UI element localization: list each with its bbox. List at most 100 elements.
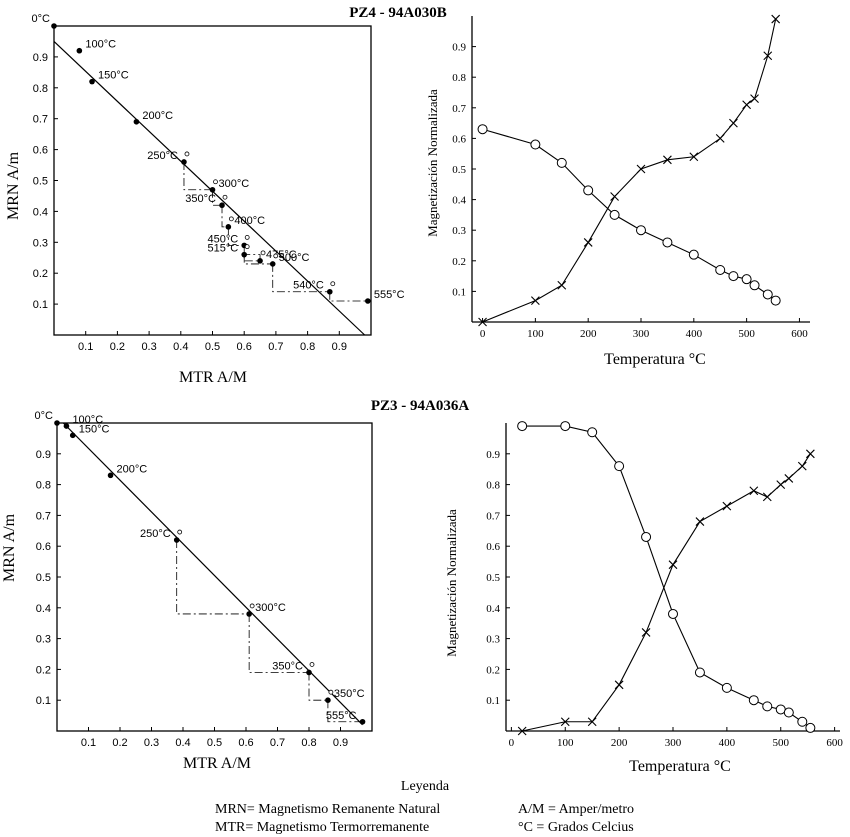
pz4-arai-check-line [329,291,368,302]
pz4-mag-cross-marker [530,296,540,305]
legend-mtr: MTR= Magnetismo Termorremanente [215,820,429,835]
pz4-arai-point-label: 500°C [279,252,310,264]
pz4-arai-point-label: 350°C [185,193,216,205]
pz3-mag-cross-marker [749,486,759,496]
pz3-mag-cross-marker [776,480,786,489]
pz3-arai-point [359,718,366,725]
pz4-title: PZ4 - 94A030B [349,5,447,21]
pz3-mag-xtick-label: 100 [557,737,574,749]
pz3-mag-cross-marker [614,680,624,690]
pz4-mag-cross-marker [729,118,738,128]
pz4-arai-point [51,23,57,29]
pz3-mag-circle-marker [517,421,528,432]
pz3-arai-ytick-label: 0.5 [36,572,51,584]
legend-title: Leyenda [401,779,450,794]
pz4-arai-check-line [272,263,330,293]
pz3-arai-point-label: 150°C [79,423,110,435]
pz4-arai-xtick-label: 0.8 [300,341,315,353]
pz3-arai-ytick-label: 0.9 [36,449,51,461]
pz4-arai-fit-line [53,41,366,336]
pz3-mag-xlabel: Temperatura °C [629,758,731,775]
pz3-mag-ytick-label: 0.9 [486,449,500,461]
pz4-arai-ytick-label: 0.4 [33,206,48,218]
pz4-mag-ylabel: Magnetización Normalizada [425,89,440,237]
pz3-arai-point-label: 0°C [35,410,54,422]
pz4-arai-xtick-label: 0.6 [237,341,252,353]
pz4-mag-xtick-label: 400 [686,328,703,340]
pz3-arai-point [173,537,180,543]
pz3-mag-cross-marker [517,726,527,736]
pz4-arai-xtick-label: 0.4 [173,341,188,353]
pz3-mag-cross-marker [695,517,705,526]
pz4-arai-check-marker [228,216,234,222]
pz4-mag-circle-marker [728,271,739,282]
pz4-mag-xtick-label: 100 [527,328,544,340]
pz3-arai-ylabel: MRN A/m [1,513,18,582]
pz4-arai-check-line [243,254,273,265]
pz3-mag-ytick-label: 0.7 [486,510,500,522]
pz3-mag-circle-marker [560,421,571,432]
pz4-arai-xtick-label: 0.9 [332,341,347,353]
pz4-arai-check-line [183,161,213,191]
pz3-arai-point [306,669,312,676]
pz4-arai-point [225,224,232,230]
pz3-mag-cross-marker [797,461,807,471]
legend-mrn: MRN= Magnetismo Remanente Natural [215,802,440,817]
pz4-mag-cross-marker [742,100,752,110]
pz4-arai-ytick-label: 0.5 [33,176,48,188]
pz3-arai-point-label: 200°C [117,463,148,475]
pz3-arai-check-marker [309,662,315,667]
pz4-mag-xtick-label: 200 [580,328,597,340]
pz4-arai-point [89,78,95,85]
pz4-arai-point-label: 250°C [147,150,178,162]
pz3-arai-xlabel: MTR A/M [183,755,251,772]
pz4-mag-circle-marker [749,280,760,291]
pz4-arai-xtick-label: 0.3 [141,341,156,353]
pz4-arai-xlabel: MTR A/M [179,369,247,386]
pz3-mag-circle-marker [762,701,773,712]
pz3-arai-xtick-label: 0.4 [175,737,190,749]
pz4-arai-check-marker [244,234,250,240]
pz4-arai-check-marker [330,281,336,287]
pz4-arai-point-label: 475°C [266,249,297,261]
pz3-mag-ytick-label: 0.6 [486,541,500,553]
pz4-arai-point-label: 540°C [293,280,324,292]
pz3-arai-ytick-label: 0.1 [36,695,51,707]
pz3-arai-point [246,611,252,617]
pz4-arai-point [241,251,247,258]
pz3-arai-plot: 0.1 0.2 0.3 0.4 0.5 0.6 0.7 0.8 0.9 0.1 0.2 0.3 0.4 0… [35,410,373,749]
pz3-arai-point-label: 100°C [72,414,103,426]
pz3-arai-xtick-label: 0.5 [207,737,222,749]
pz3-arai-check-marker [249,603,255,609]
pz4-arai-point-label: 515°C [207,243,238,255]
pz4-mag-ytick-label: 0.7 [452,103,466,115]
pz3-arai-point [325,697,331,703]
pz4-mag-circle-marker [741,274,752,285]
pz3-arai-check-line [248,613,309,673]
pz3-mag-cross-marker [668,560,678,570]
pz4-mag-ytick-label: 0.4 [452,195,466,207]
pz3-mag-xtick-label: 0 [509,737,515,749]
pz4-arai-plot: 0.1 0.2 0.3 0.4 0.5 0.6 0.7 0.8 0.9 0.1 0.2 0.3 0.4 0… [32,13,405,353]
pz4-arai-point-label: 0°C [32,13,51,25]
pz4-mag-plot: 0.1 0.2 0.3 0.4 0.5 0.6 0.7 0.8 0.9 0 100 200 300 400… [452,14,810,340]
pz3-arai-check-marker [328,689,334,695]
legend-am: A/M = Amper/metro [518,802,634,817]
pz3-mag-series-circle-line [522,425,811,729]
pz3-mag-cross-marker [560,717,570,727]
pz3-mag-ytick-label: 0.4 [486,603,500,615]
pz4-mag-circle-marker [770,295,781,306]
pz4-mag-cross-marker [478,317,487,327]
pz3-arai-ytick-label: 0.4 [36,603,51,615]
pz4-mag-cross-marker [557,280,567,290]
pz4-arai-check-line [212,189,223,206]
pz3-mag-ytick-label: 0.1 [486,695,500,707]
pz3-arai-ytick-label: 0.3 [36,634,51,646]
pz3-arai-point-label: 250°C [140,528,171,540]
pz4-arai-point [181,159,187,165]
pz3-mag-cross-marker [587,717,597,727]
pz4-arai-point [209,186,216,193]
pz4-mag-ytick-label: 0.5 [452,164,466,176]
pz4-arai-point [133,118,140,125]
pz3-mag-plot: 0.1 0.2 0.3 0.4 0.5 0.6 0.7 0.8 0.9 0 100 200 300 400… [486,421,843,749]
